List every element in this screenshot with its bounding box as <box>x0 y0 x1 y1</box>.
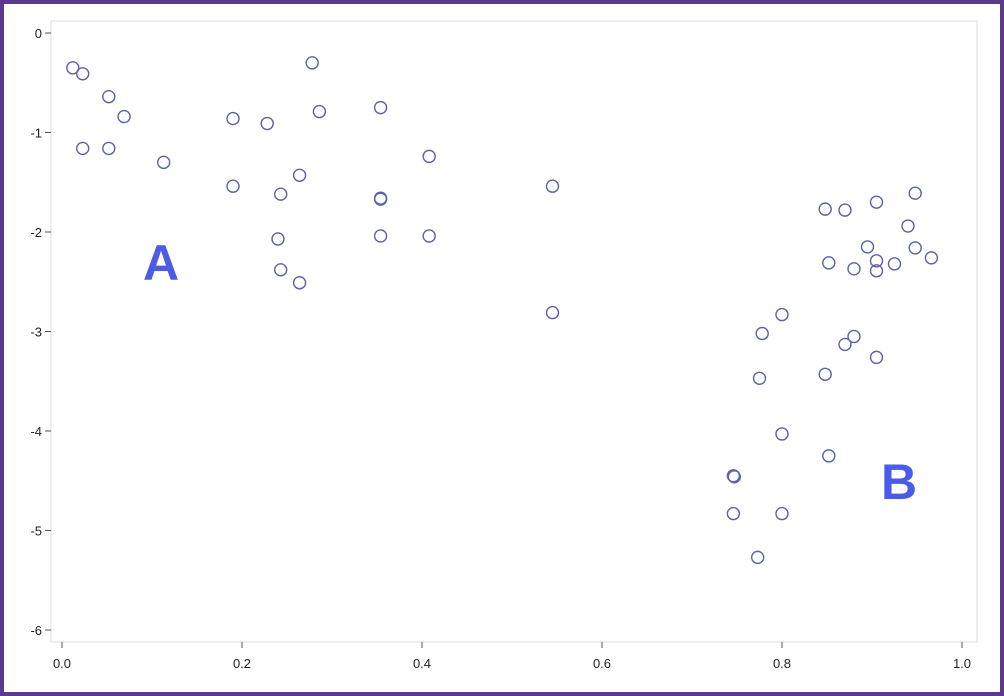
y-tick-label: -4 <box>30 424 42 439</box>
data-points <box>66 56 939 565</box>
data-point <box>726 469 741 483</box>
data-point <box>869 195 884 209</box>
x-tick-label: 0.2 <box>233 656 251 671</box>
data-point <box>373 100 388 115</box>
data-point <box>818 367 832 381</box>
data-point <box>422 149 436 164</box>
cluster-label-a: A <box>143 235 179 291</box>
data-point <box>545 179 560 193</box>
data-point <box>924 251 939 265</box>
data-point <box>847 329 861 344</box>
data-point <box>226 111 240 126</box>
data-point <box>838 203 852 217</box>
y-tick-label: -5 <box>30 524 42 539</box>
data-point <box>422 229 436 243</box>
data-point <box>822 449 836 463</box>
data-point <box>822 256 836 270</box>
data-point <box>869 264 884 278</box>
data-point <box>305 56 319 70</box>
data-point <box>908 241 922 255</box>
data-point <box>102 89 116 104</box>
data-point <box>260 116 274 131</box>
x-tick-label: 0.0 <box>53 656 71 671</box>
data-point <box>292 276 307 290</box>
data-point <box>66 61 80 75</box>
data-point <box>274 187 288 201</box>
data-point <box>901 219 915 233</box>
data-point <box>102 141 116 156</box>
data-point <box>775 307 789 322</box>
x-tick-label: 1.0 <box>953 656 971 671</box>
data-point <box>312 104 327 119</box>
data-point <box>727 470 741 484</box>
data-point <box>869 350 884 365</box>
data-point <box>887 257 902 271</box>
data-point <box>869 254 884 268</box>
y-tick-label: -6 <box>30 623 42 638</box>
axes: 0.0 0.2 0.4 0.6 0.8 1.0 0 -1 -2 -3 -4 -5 -6 <box>30 26 971 671</box>
data-point <box>775 506 789 521</box>
data-point <box>117 109 131 124</box>
data-point <box>908 186 922 200</box>
data-point <box>726 506 741 521</box>
data-point <box>775 427 789 441</box>
data-point <box>373 192 388 206</box>
data-point <box>752 371 767 385</box>
data-point <box>847 262 861 276</box>
data-point <box>545 305 560 320</box>
plot-area <box>50 20 978 643</box>
x-tick-label: 0.8 <box>773 656 791 671</box>
data-point <box>751 550 765 565</box>
data-point <box>156 155 171 170</box>
data-point <box>818 202 832 216</box>
data-point <box>838 337 852 352</box>
data-point <box>226 179 240 193</box>
y-tick-label: 0 <box>35 26 42 41</box>
data-point <box>75 141 90 156</box>
y-tick-label: -3 <box>30 325 42 340</box>
data-point <box>274 263 288 277</box>
data-point <box>271 232 285 246</box>
y-tick-label: -2 <box>30 225 42 240</box>
y-tick-label: -1 <box>30 126 42 141</box>
data-point <box>292 168 307 182</box>
data-point <box>373 229 388 243</box>
x-tick-label: 0.6 <box>593 656 611 671</box>
x-tick-label: 0.4 <box>413 656 431 671</box>
annotations: AB <box>143 235 917 510</box>
data-point <box>860 240 875 254</box>
cluster-label-b: B <box>881 454 917 510</box>
data-point <box>75 67 90 81</box>
data-point <box>755 326 769 341</box>
